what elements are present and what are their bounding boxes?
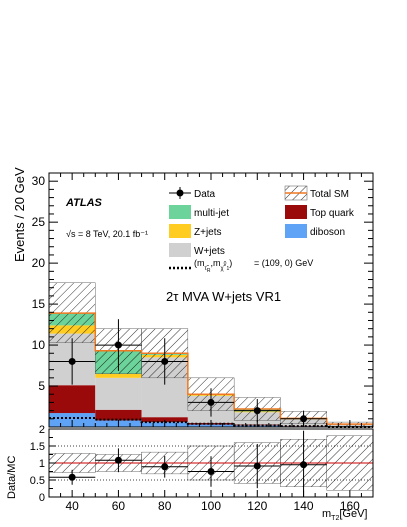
main-ticks: 5 10 15 20 25 30 xyxy=(32,172,374,497)
y-tick-label-3: 20 xyxy=(32,256,46,270)
legend-item-top-quark: Top quark xyxy=(285,205,355,219)
data-point-3 xyxy=(207,398,215,406)
y-tick-label-4: 25 xyxy=(32,215,46,229)
legend-label-multijet: multi-jet xyxy=(194,208,229,219)
ratio-point-2 xyxy=(161,463,169,471)
data-point-4 xyxy=(253,407,261,415)
ratio-y-tick-label-4: 2 xyxy=(39,424,45,436)
legend-item-total-sm: Total SM xyxy=(284,185,349,201)
y-tick-label-2: 15 xyxy=(32,297,46,311)
legend-item-diboson: diboson xyxy=(285,224,345,238)
ratio-ticks: 0 0.5 1 1.5 2 40 60 80 100 120 140 160 xyxy=(30,424,360,513)
data-point-1 xyxy=(114,341,122,349)
x-axis-title-sub: T2 xyxy=(331,515,339,522)
x-tick-label-5: 140 xyxy=(294,499,314,513)
x-tick-label-2: 80 xyxy=(158,499,172,513)
region-label: 2τ MVA W+jets VR1 xyxy=(166,289,281,304)
ratio-point-4 xyxy=(253,462,261,470)
ratio-point-1 xyxy=(114,456,122,464)
legend-label-total-sm: Total SM xyxy=(310,189,349,200)
bar-top-quark-2 xyxy=(141,417,188,423)
x-axis-title-unit: [GeV] xyxy=(339,508,367,520)
ratio-y-tick-label-0: 0 xyxy=(39,492,45,504)
x-tick-label-0: 40 xyxy=(65,499,79,513)
legend-item-signal: (mτ̃R,mχ̃01) = (109, 0) GeV xyxy=(169,258,313,274)
x-tick-label-4: 120 xyxy=(247,499,267,513)
legend-label-data: Data xyxy=(194,189,216,200)
bar-top-quark-0 xyxy=(49,385,96,414)
ratio-y-tick-label-3: 1.5 xyxy=(30,441,45,453)
x-axis-title-main: m xyxy=(322,508,331,520)
y-tick-label-5: 30 xyxy=(32,174,46,188)
legend-label-wjets: W+jets xyxy=(194,246,225,257)
legend-item-zjets: Z+jets xyxy=(169,224,222,238)
legend-signal-formula: (mτ̃R,mχ̃01) xyxy=(194,258,232,274)
ratio-y-tick-label-2: 1 xyxy=(39,458,45,470)
energy-lumi-label: √s = 8 TeV, 20.1 fb⁻¹ xyxy=(66,229,148,239)
ratio-y-tick-label-1: 0.5 xyxy=(30,475,45,487)
atlas-label: ATLAS xyxy=(65,197,103,209)
data-point-5 xyxy=(300,415,308,423)
x-tick-label-3: 100 xyxy=(201,499,221,513)
ratio-y-axis-title: Data/MC xyxy=(6,456,18,499)
bar-w-jets-1 xyxy=(95,377,142,410)
x-axis-title: mT2[GeV] xyxy=(322,508,367,522)
x-tick-label-6: 160 xyxy=(340,499,360,513)
ratio-point-3 xyxy=(207,468,215,475)
bar-z-jets-1 xyxy=(95,373,142,378)
data-point-2 xyxy=(161,357,169,365)
x-tick-label-1: 60 xyxy=(112,499,126,513)
legend-signal-value: = (109, 0) GeV xyxy=(254,258,313,268)
bar-top-quark-1 xyxy=(95,409,142,421)
legend-item-data: Data xyxy=(169,187,216,200)
legend: Data Total SM multi-jet Top quark Z+jets… xyxy=(169,185,355,274)
ratio-point-0 xyxy=(68,473,76,481)
legend-item-multijet: multi-jet xyxy=(169,205,229,219)
y-tick-label-1: 10 xyxy=(32,338,46,352)
y-axis-title: Events / 20 GeV xyxy=(12,167,27,262)
legend-label-top-quark: Top quark xyxy=(310,208,355,219)
ratio-data-points xyxy=(49,430,327,497)
ratio-point-5 xyxy=(300,461,308,469)
legend-label-zjets: Z+jets xyxy=(194,227,222,238)
legend-item-wjets: W+jets xyxy=(169,243,225,257)
legend-label-diboson: diboson xyxy=(310,227,345,238)
data-point-0 xyxy=(68,357,76,365)
y-tick-label-0: 5 xyxy=(38,379,45,393)
